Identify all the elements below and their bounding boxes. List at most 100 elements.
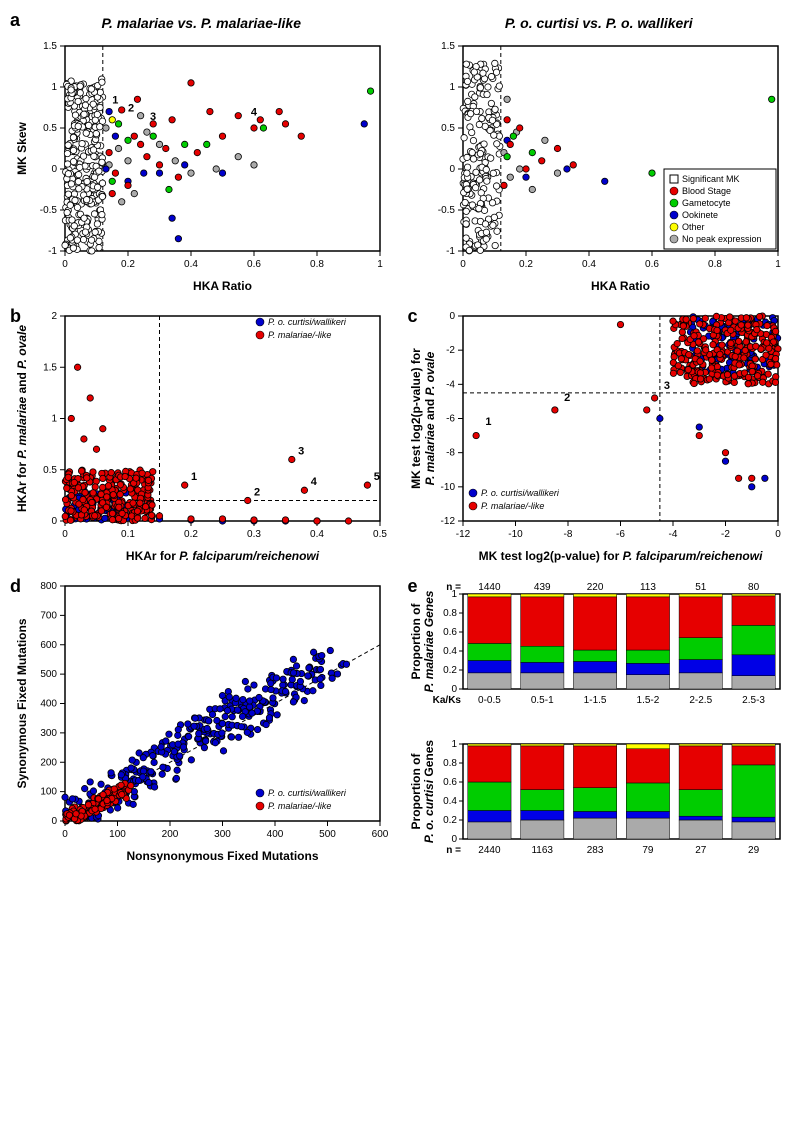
panel-e-label: e: [408, 576, 418, 597]
svg-text:-4: -4: [446, 379, 455, 390]
svg-text:1-1.5: 1-1.5: [583, 695, 606, 706]
svg-text:-2: -2: [721, 529, 730, 540]
panel-a-right-title: P. o. curtisi vs. P. o. wallikeri: [408, 15, 791, 31]
svg-text:HKA Ratio: HKA Ratio: [193, 279, 252, 293]
svg-text:-12: -12: [455, 529, 470, 540]
svg-text:2.5-3: 2.5-3: [742, 695, 765, 706]
svg-text:Other: Other: [682, 222, 705, 232]
svg-text:0: 0: [775, 529, 781, 540]
svg-text:0: 0: [51, 164, 57, 175]
svg-text:0: 0: [451, 684, 457, 695]
svg-text:0.5: 0.5: [441, 123, 455, 134]
svg-text:0.4: 0.4: [184, 259, 198, 270]
svg-text:1.5: 1.5: [43, 362, 57, 373]
svg-text:-12: -12: [440, 516, 455, 527]
svg-text:1.5: 1.5: [43, 41, 57, 52]
svg-text:P. o. curtisi/wallikeri: P. o. curtisi/wallikeri: [481, 488, 560, 498]
svg-text:0: 0: [460, 259, 466, 270]
panel-b: b 00.10.20.30.40.500.511.52HKAr for P. f…: [10, 306, 393, 566]
svg-text:0.4: 0.4: [443, 796, 457, 807]
svg-text:Significant MK: Significant MK: [682, 174, 740, 184]
svg-text:500: 500: [319, 829, 336, 840]
svg-text:1: 1: [449, 82, 455, 93]
svg-text:HKAr for P. malariae and P. ov: HKAr for P. malariae and P. ovale: [15, 325, 29, 512]
scatter-d: 0100200300400500600010020030040050060070…: [10, 576, 390, 866]
svg-text:0.4: 0.4: [582, 259, 596, 270]
svg-text:-1: -1: [48, 246, 57, 257]
svg-text:1: 1: [51, 414, 57, 425]
panel-a-left: a P. malariae vs. P. malariae-like 0 0.2 0…: [10, 10, 393, 296]
svg-text:-8: -8: [446, 448, 455, 459]
svg-text:0.2: 0.2: [121, 259, 135, 270]
svg-text:800: 800: [40, 581, 57, 592]
scatter-b: 00.10.20.30.40.500.511.52HKAr for P. fal…: [10, 306, 390, 566]
svg-text:P. o. curtisi Genes: P. o. curtisi Genes: [422, 740, 436, 843]
svg-text:0.6: 0.6: [443, 627, 457, 638]
svg-text:300: 300: [214, 829, 231, 840]
svg-text:-0.5: -0.5: [40, 205, 58, 216]
svg-text:1: 1: [485, 416, 491, 428]
panel-a-label: a: [10, 10, 20, 31]
svg-text:-10: -10: [508, 529, 523, 540]
svg-text:Ka/Ks: Ka/Ks: [432, 695, 461, 706]
svg-text:Ookinete: Ookinete: [682, 210, 718, 220]
svg-text:220: 220: [586, 582, 603, 593]
svg-text:80: 80: [748, 582, 760, 593]
svg-text:-6: -6: [446, 414, 455, 425]
svg-text:2-2.5: 2-2.5: [689, 695, 712, 706]
svg-text:0.8: 0.8: [310, 259, 324, 270]
svg-text:n =: n =: [446, 845, 461, 856]
svg-text:MK Skew: MK Skew: [15, 121, 29, 174]
svg-text:0.8: 0.8: [443, 608, 457, 619]
svg-text:0.6: 0.6: [247, 259, 261, 270]
svg-text:1: 1: [51, 82, 57, 93]
panel-a-right: P. o. curtisi vs. P. o. wallikeri 00.20.…: [408, 10, 791, 296]
svg-text:2440: 2440: [478, 845, 501, 856]
svg-text:P. o. curtisi/wallikeri: P. o. curtisi/wallikeri: [268, 788, 347, 798]
svg-text:-0.5: -0.5: [437, 205, 455, 216]
svg-text:Nonsynonymous Fixed Mutations: Nonsynonymous Fixed Mutations: [126, 849, 318, 863]
svg-text:400: 400: [267, 829, 284, 840]
svg-text:0: 0: [62, 529, 68, 540]
svg-text:HKAr for P. falciparum/reichen: HKAr for P. falciparum/reichenowi: [126, 549, 320, 563]
panel-e: e 00.20.40.60.81Proportion ofP. malariae…: [408, 576, 791, 866]
stacked-bars-e: 00.20.40.60.81Proportion ofP. malariae G…: [408, 576, 788, 866]
svg-text:600: 600: [372, 829, 389, 840]
svg-text:0.5: 0.5: [43, 123, 57, 134]
svg-text:500: 500: [40, 669, 57, 680]
svg-text:79: 79: [642, 845, 654, 856]
svg-text:0.8: 0.8: [443, 758, 457, 769]
svg-text:n =: n =: [446, 582, 461, 593]
svg-text:0.6: 0.6: [645, 259, 659, 270]
panel-c-label: c: [408, 306, 418, 327]
svg-text:P. o. curtisi/wallikeri: P. o. curtisi/wallikeri: [268, 317, 347, 327]
svg-text:P. malariae Genes: P. malariae Genes: [422, 590, 436, 692]
svg-text:2: 2: [128, 103, 134, 115]
svg-text:Gametocyte: Gametocyte: [682, 198, 731, 208]
svg-text:0.2: 0.2: [443, 815, 457, 826]
svg-text:0.4: 0.4: [443, 646, 457, 657]
svg-text:0: 0: [62, 259, 68, 270]
svg-text:Blood Stage: Blood Stage: [682, 186, 731, 196]
svg-text:0.4: 0.4: [310, 529, 324, 540]
svg-text:1.5: 1.5: [441, 41, 455, 52]
svg-text:P. malariae/-like: P. malariae/-like: [268, 330, 331, 340]
svg-text:HKA Ratio: HKA Ratio: [591, 279, 650, 293]
svg-text:2: 2: [254, 486, 260, 498]
panel-b-label: b: [10, 306, 21, 327]
svg-text:29: 29: [748, 845, 760, 856]
svg-text:113: 113: [639, 582, 655, 593]
svg-text:-2: -2: [446, 345, 455, 356]
svg-text:0: 0: [51, 516, 57, 527]
scatter-a-right: 00.20.40.60.81-1-0.500.511.5HKA RatioSig…: [408, 36, 788, 296]
svg-text:200: 200: [40, 757, 57, 768]
svg-text:0: 0: [449, 311, 455, 322]
svg-text:No peak expression: No peak expression: [682, 234, 762, 244]
panel-d-label: d: [10, 576, 21, 597]
svg-text:5: 5: [374, 471, 380, 483]
svg-text:0.2: 0.2: [184, 529, 198, 540]
svg-text:-6: -6: [616, 529, 625, 540]
svg-text:1: 1: [451, 739, 457, 750]
svg-text:700: 700: [40, 610, 57, 621]
panel-a-left-title: P. malariae vs. P. malariae-like: [10, 15, 393, 31]
